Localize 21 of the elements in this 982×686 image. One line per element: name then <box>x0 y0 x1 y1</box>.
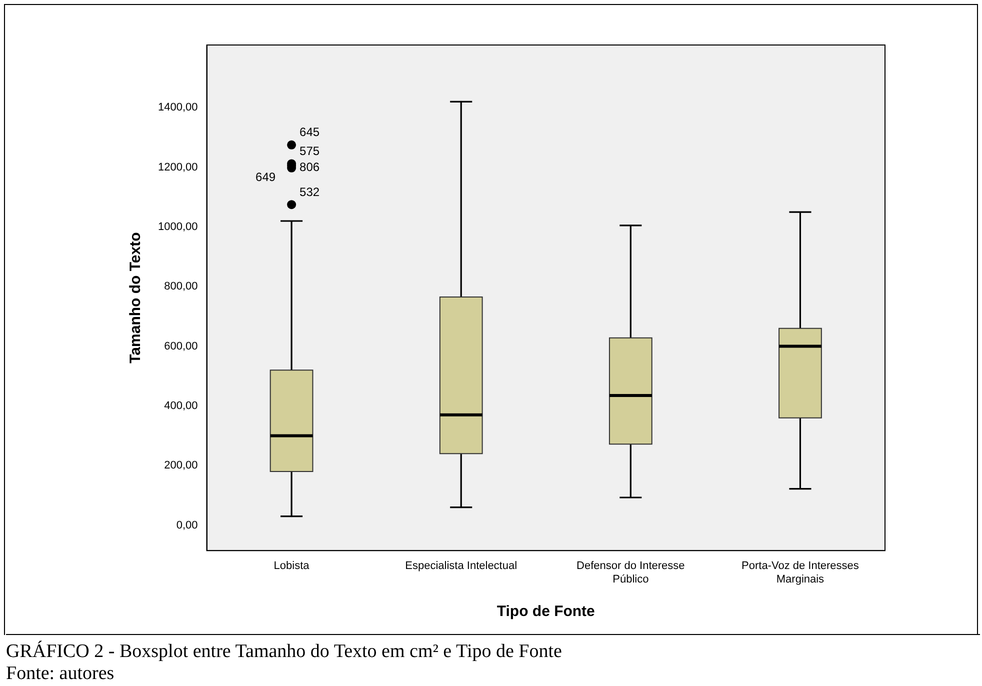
x-tick-label: Lobista <box>274 560 310 572</box>
x-tick-label: Especialista Intelectual <box>405 560 518 572</box>
y-tick-label: 1000,00 <box>158 220 198 233</box>
y-tick-label: 600,00 <box>164 340 198 352</box>
y-tick-label: 1400,00 <box>158 102 198 114</box>
y-tick-label: 400,00 <box>164 400 198 412</box>
annotation: 806 <box>300 160 320 174</box>
y-tick-label: 0,00 <box>176 519 198 532</box>
annotation: 532 <box>300 184 320 199</box>
x-tick-label: Porta-Voz de Interesses Marginais <box>742 560 860 586</box>
source-note: Fonte: autores <box>6 663 116 685</box>
annotation: 649 <box>256 170 276 184</box>
annotation: 575 <box>300 144 320 158</box>
y-tick-label: 200,00 <box>164 460 198 472</box>
y-tick-label: 800,00 <box>164 280 198 293</box>
y-tick-label: 1200,00 <box>158 161 198 174</box>
x-axis-title: Tipo de Fonte <box>496 603 595 620</box>
x-tick-label: Defensor do Interesse Público <box>576 560 685 586</box>
y-axis-title: Tamanho do Texto <box>127 232 144 364</box>
text: GRÁFICO 2 - Boxsplot entre Tamanho do Texto em cm² e Tipo de Fonte <box>6 641 563 663</box>
annotation: 645 <box>300 125 320 140</box>
